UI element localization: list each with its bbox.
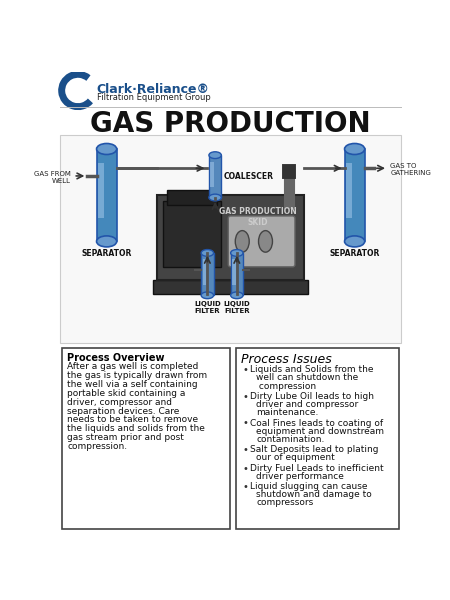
Text: Liquids and Solids from the: Liquids and Solids from the	[250, 365, 374, 374]
Text: maintenance.: maintenance.	[256, 408, 319, 417]
Text: driver performance: driver performance	[256, 472, 344, 481]
Text: separation devices. Care: separation devices. Care	[67, 407, 180, 416]
Text: Clark·Reliance®: Clark·Reliance®	[97, 83, 210, 96]
Ellipse shape	[201, 292, 214, 299]
Text: Coal Fines leads to coating of: Coal Fines leads to coating of	[250, 419, 383, 427]
Text: the gas is typically drawn from: the gas is typically drawn from	[67, 371, 207, 380]
Text: COALESCER: COALESCER	[224, 172, 274, 181]
Text: Process Issues: Process Issues	[241, 353, 332, 366]
FancyBboxPatch shape	[346, 163, 352, 218]
Text: Dirty Lube Oil leads to high: Dirty Lube Oil leads to high	[250, 392, 374, 401]
Text: needs to be taken to remove: needs to be taken to remove	[67, 415, 198, 424]
Text: driver and compressor: driver and compressor	[256, 400, 359, 409]
Text: well can shutdown the: well can shutdown the	[256, 373, 359, 382]
Text: •: •	[242, 365, 248, 376]
Text: •: •	[242, 419, 248, 428]
Text: portable skid containing a: portable skid containing a	[67, 389, 185, 398]
FancyBboxPatch shape	[98, 163, 104, 218]
FancyBboxPatch shape	[211, 161, 214, 187]
Text: •: •	[242, 464, 248, 473]
Text: Dirty Fuel Leads to inefficient: Dirty Fuel Leads to inefficient	[250, 464, 383, 473]
FancyBboxPatch shape	[230, 253, 243, 295]
Text: •: •	[242, 445, 248, 455]
Text: LIQUID
FILTER: LIQUID FILTER	[194, 301, 221, 314]
Ellipse shape	[97, 236, 117, 247]
Text: driver, compressor and: driver, compressor and	[67, 398, 172, 407]
FancyBboxPatch shape	[97, 149, 117, 241]
FancyBboxPatch shape	[202, 259, 207, 285]
Ellipse shape	[231, 250, 243, 256]
Text: equipment and downstream: equipment and downstream	[256, 427, 384, 436]
FancyBboxPatch shape	[60, 135, 401, 343]
FancyBboxPatch shape	[228, 216, 295, 267]
Text: the well via a self containing: the well via a self containing	[67, 380, 198, 389]
Text: SEPARATOR: SEPARATOR	[329, 249, 380, 258]
Text: Salt Deposits lead to plating: Salt Deposits lead to plating	[250, 445, 378, 454]
Text: GAS PRODUCTION: GAS PRODUCTION	[90, 110, 371, 139]
Text: GAS FROM
WELL: GAS FROM WELL	[34, 170, 71, 184]
Text: •: •	[242, 482, 248, 492]
Text: GAS TO
GATHERING: GAS TO GATHERING	[390, 163, 431, 176]
Text: compression.: compression.	[67, 442, 127, 451]
Text: Liquid slugging can cause: Liquid slugging can cause	[250, 482, 368, 491]
Text: LIQUID
FILTER: LIQUID FILTER	[224, 301, 250, 314]
Text: SEPARATOR: SEPARATOR	[81, 249, 132, 258]
Text: compressors: compressors	[256, 498, 314, 507]
Ellipse shape	[209, 194, 221, 201]
FancyBboxPatch shape	[236, 347, 399, 529]
Text: shutdown and damage to: shutdown and damage to	[256, 490, 372, 499]
FancyBboxPatch shape	[163, 202, 221, 267]
FancyBboxPatch shape	[201, 253, 214, 295]
Ellipse shape	[258, 230, 273, 252]
Ellipse shape	[345, 143, 364, 155]
Text: •: •	[242, 392, 248, 402]
FancyBboxPatch shape	[345, 149, 364, 241]
Text: Process Overview: Process Overview	[67, 353, 165, 363]
Text: contamination.: contamination.	[256, 434, 324, 443]
Ellipse shape	[209, 152, 221, 158]
Ellipse shape	[345, 236, 364, 247]
FancyBboxPatch shape	[63, 347, 230, 529]
Text: compression: compression	[256, 382, 316, 391]
Ellipse shape	[97, 143, 117, 155]
FancyBboxPatch shape	[167, 190, 217, 205]
FancyBboxPatch shape	[209, 155, 221, 197]
FancyBboxPatch shape	[157, 195, 304, 280]
Text: gas stream prior and post: gas stream prior and post	[67, 433, 184, 442]
Text: Filtration Equipment Group: Filtration Equipment Group	[97, 93, 210, 102]
Text: our of equipment: our of equipment	[256, 453, 335, 462]
Ellipse shape	[231, 292, 243, 299]
Ellipse shape	[235, 230, 249, 252]
Text: the liquids and solids from the: the liquids and solids from the	[67, 424, 205, 433]
FancyBboxPatch shape	[153, 280, 308, 294]
Ellipse shape	[201, 250, 214, 256]
Text: After a gas well is completed: After a gas well is completed	[67, 362, 198, 371]
Text: GAS PRODUCTION
SKID: GAS PRODUCTION SKID	[219, 207, 297, 227]
FancyBboxPatch shape	[232, 259, 236, 285]
